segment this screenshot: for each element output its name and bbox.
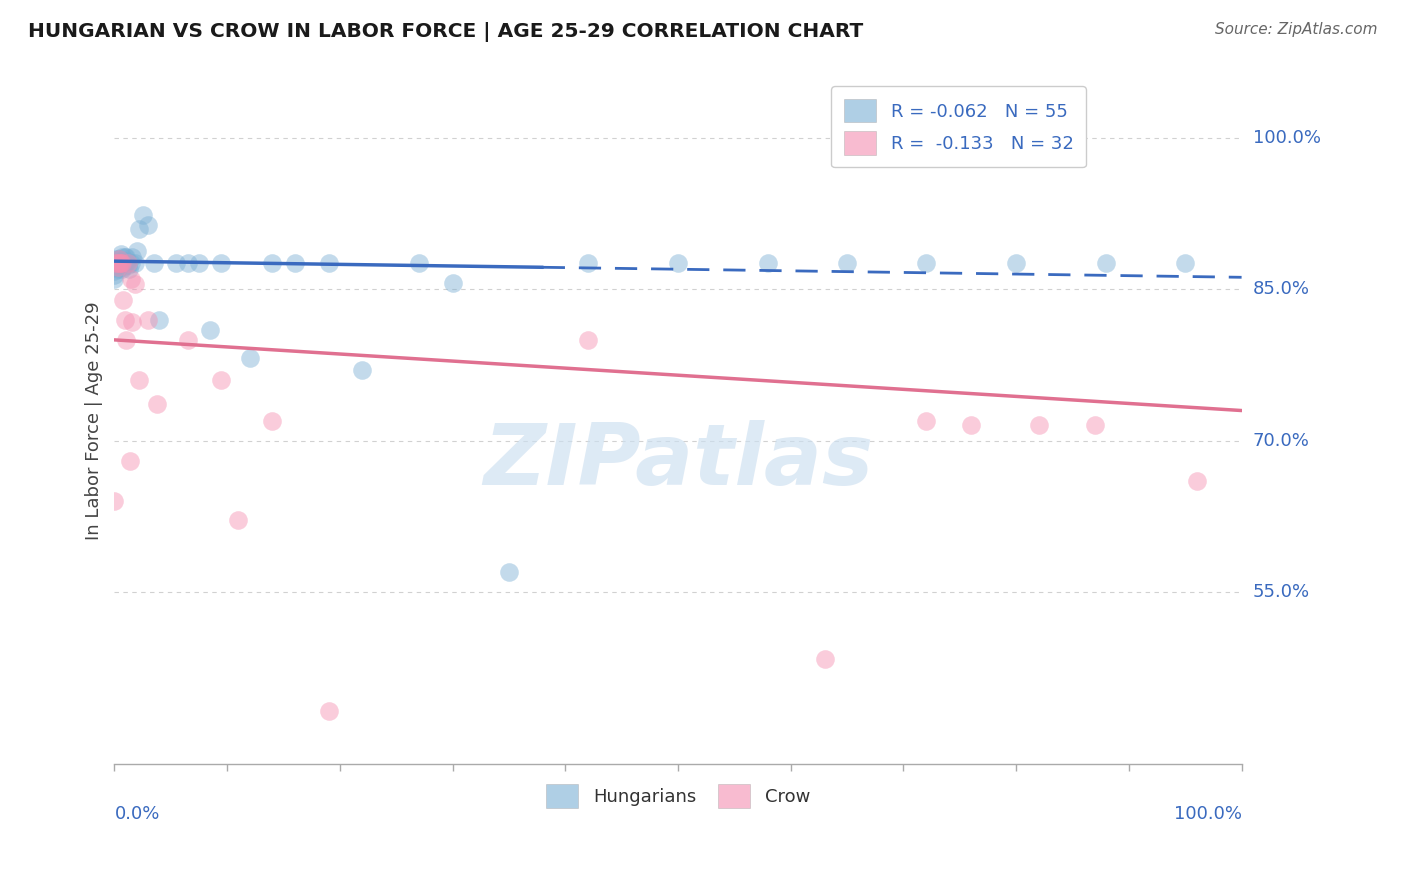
- Point: [1095, 256, 1118, 270]
- Point: [114, 312, 136, 326]
- Point: [107, 260, 129, 275]
- Point: [813, 652, 835, 666]
- Point: [1028, 417, 1050, 432]
- Point: [108, 252, 131, 267]
- Y-axis label: In Labor Force | Age 25-29: In Labor Force | Age 25-29: [86, 301, 103, 540]
- Point: [110, 247, 132, 261]
- Point: [114, 250, 136, 264]
- Point: [111, 256, 134, 270]
- Point: [136, 312, 159, 326]
- Point: [318, 704, 340, 718]
- Text: 0.0%: 0.0%: [114, 805, 160, 823]
- Point: [284, 256, 307, 270]
- Point: [666, 256, 689, 270]
- Point: [1174, 256, 1197, 270]
- Point: [108, 256, 131, 270]
- Point: [112, 260, 135, 275]
- Point: [915, 256, 938, 270]
- Point: [121, 315, 143, 329]
- Point: [114, 256, 136, 270]
- Point: [262, 414, 284, 428]
- Point: [117, 256, 139, 270]
- Point: [114, 250, 136, 264]
- Point: [103, 494, 125, 508]
- Point: [228, 512, 250, 526]
- Text: 55.0%: 55.0%: [1253, 583, 1310, 601]
- Point: [111, 262, 134, 277]
- Point: [114, 256, 136, 270]
- Point: [125, 244, 148, 258]
- Point: [105, 256, 128, 270]
- Point: [111, 250, 134, 264]
- Text: 100.0%: 100.0%: [1253, 129, 1320, 147]
- Point: [103, 256, 125, 270]
- Point: [120, 454, 142, 468]
- Point: [118, 262, 141, 277]
- Point: [104, 256, 127, 270]
- Point: [124, 277, 146, 292]
- Point: [108, 252, 131, 267]
- Point: [107, 262, 129, 277]
- Point: [107, 252, 129, 267]
- Point: [136, 218, 159, 232]
- Point: [408, 256, 430, 270]
- Point: [188, 256, 211, 270]
- Text: HUNGARIAN VS CROW IN LABOR FORCE | AGE 25-29 CORRELATION CHART: HUNGARIAN VS CROW IN LABOR FORCE | AGE 2…: [28, 22, 863, 42]
- Point: [239, 351, 262, 365]
- Point: [441, 277, 464, 291]
- Text: ZIPatlas: ZIPatlas: [482, 420, 873, 503]
- Point: [211, 373, 233, 387]
- Point: [148, 312, 170, 326]
- Point: [114, 333, 136, 347]
- Point: [112, 293, 135, 307]
- Point: [110, 256, 132, 270]
- Point: [756, 256, 779, 270]
- Point: [498, 565, 520, 579]
- Point: [117, 258, 139, 272]
- Point: [915, 414, 938, 428]
- Point: [576, 333, 599, 347]
- Point: [103, 252, 125, 267]
- Point: [120, 272, 142, 286]
- Point: [103, 272, 125, 286]
- Point: [200, 323, 222, 337]
- Text: 85.0%: 85.0%: [1253, 280, 1310, 299]
- Point: [110, 254, 132, 268]
- Point: [211, 256, 233, 270]
- Point: [576, 256, 599, 270]
- Legend: Hungarians, Crow: Hungarians, Crow: [537, 775, 820, 816]
- Text: 100.0%: 100.0%: [1174, 805, 1241, 823]
- Point: [103, 264, 125, 278]
- Point: [128, 222, 150, 236]
- Point: [108, 256, 131, 270]
- Point: [960, 417, 983, 432]
- Point: [318, 256, 340, 270]
- Text: 70.0%: 70.0%: [1253, 432, 1309, 450]
- Point: [131, 208, 153, 222]
- Point: [176, 256, 198, 270]
- Point: [142, 256, 165, 270]
- Point: [128, 373, 150, 387]
- Point: [120, 256, 142, 270]
- Point: [352, 363, 374, 377]
- Point: [165, 256, 187, 270]
- Point: [111, 256, 134, 270]
- Point: [835, 256, 858, 270]
- Point: [262, 256, 284, 270]
- Point: [1084, 417, 1107, 432]
- Point: [103, 260, 125, 275]
- Point: [1005, 256, 1028, 270]
- Point: [124, 256, 146, 270]
- Point: [146, 397, 169, 411]
- Point: [107, 256, 129, 270]
- Point: [112, 254, 135, 268]
- Text: Source: ZipAtlas.com: Source: ZipAtlas.com: [1215, 22, 1378, 37]
- Point: [108, 257, 131, 271]
- Point: [115, 254, 138, 268]
- Point: [103, 268, 125, 283]
- Point: [121, 250, 143, 264]
- Point: [1185, 474, 1208, 488]
- Point: [176, 333, 198, 347]
